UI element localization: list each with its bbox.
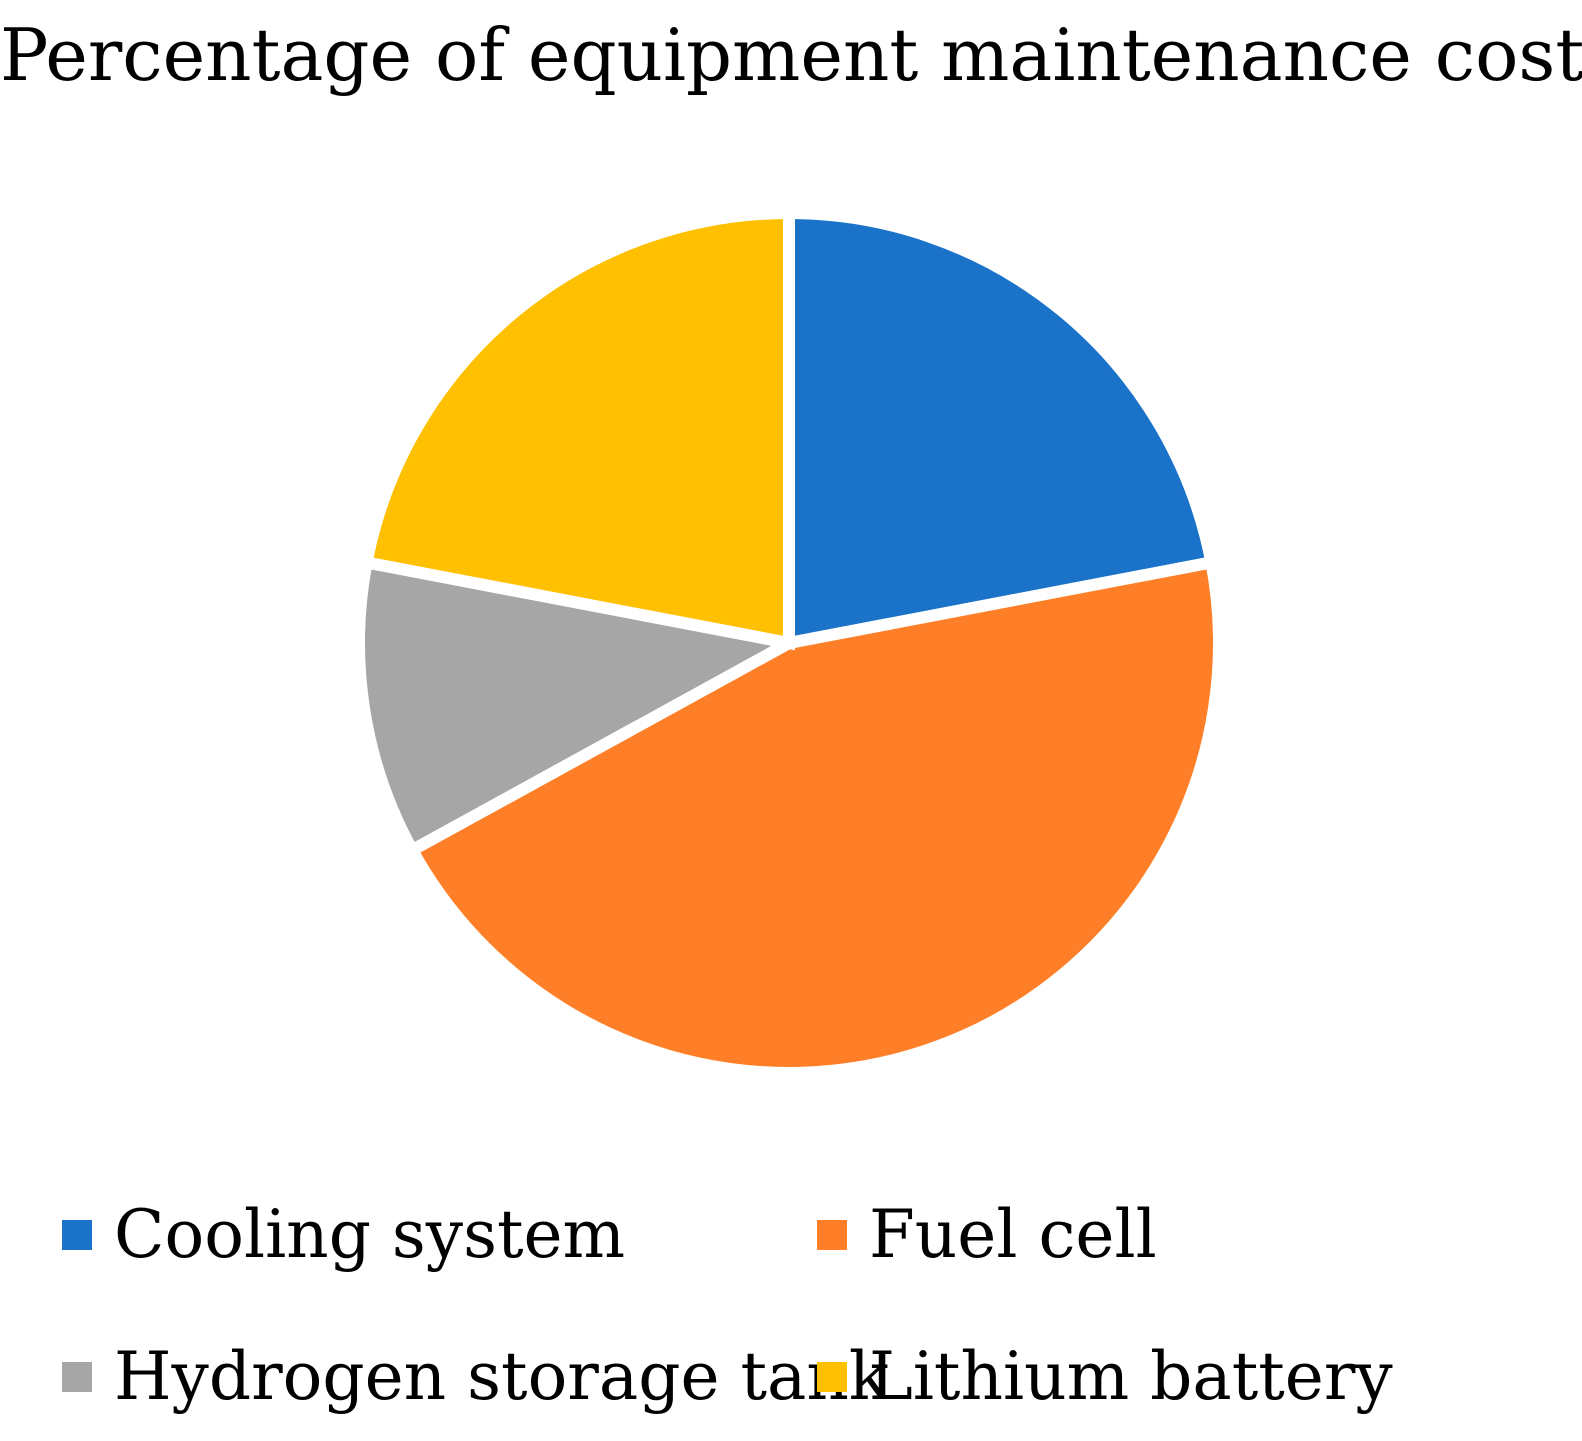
legend-label: Lithium battery — [869, 1338, 1393, 1415]
pie-slice-fuel-cell — [404, 555, 1225, 1079]
pie-slice-cooling-system — [783, 206, 1219, 651]
legend-swatch — [817, 1220, 847, 1250]
legend-swatch — [62, 1362, 92, 1392]
pie-slice-lithium-battery — [359, 206, 795, 651]
chart-title: Percentage of equipment maintenance cost… — [0, 13, 1582, 97]
legend-item-lithium-battery: Lithium battery — [817, 1337, 1517, 1417]
legend-swatch — [62, 1220, 92, 1250]
legend-label: Cooling system — [114, 1196, 626, 1273]
legend-swatch — [817, 1362, 847, 1392]
legend-item-fuel-cell: Fuel cell — [817, 1195, 1517, 1275]
pie-slices — [353, 206, 1225, 1079]
legend-item-cooling-system: Cooling system — [62, 1195, 817, 1275]
legend-label: Hydrogen storage tank — [114, 1338, 889, 1415]
pie-slice-hydrogen-storage-tank — [353, 555, 807, 859]
legend-label: Fuel cell — [869, 1196, 1157, 1273]
legend-item-hydrogen-storage-tank: Hydrogen storage tank — [62, 1337, 889, 1417]
legend: Cooling system Fuel cell Hydrogen storag… — [62, 1195, 1542, 1417]
